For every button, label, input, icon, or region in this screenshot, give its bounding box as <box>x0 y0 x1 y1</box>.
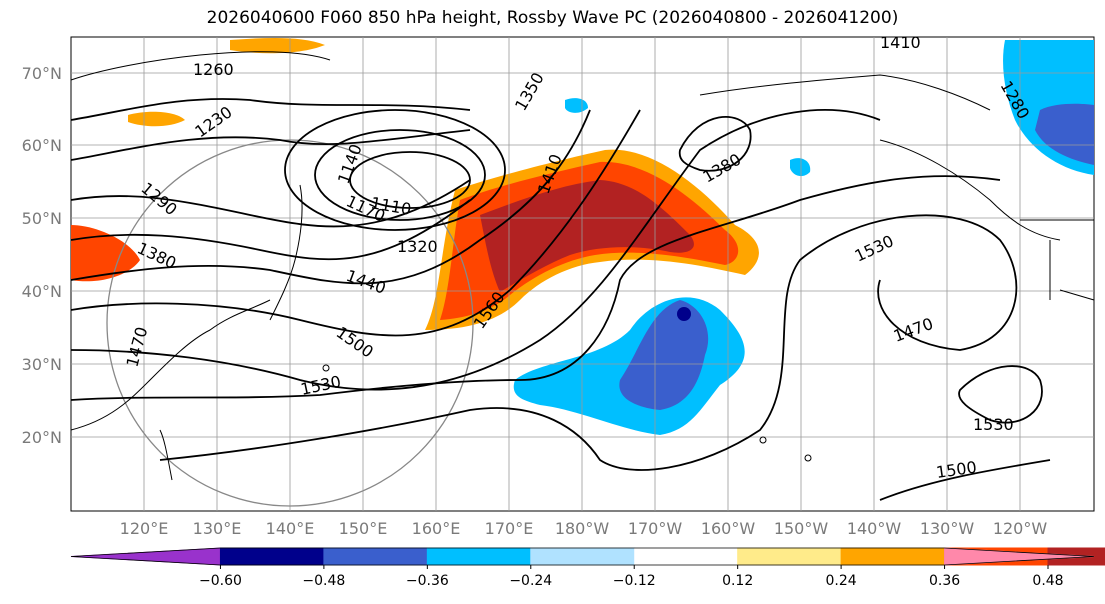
colorbar-segment <box>426 547 532 566</box>
positive-anomaly-region-small <box>128 111 185 127</box>
colorbar-tick-label: −0.48 <box>302 573 345 589</box>
lon-label: 180°W <box>555 519 610 538</box>
colorbar-segment <box>840 547 946 566</box>
contour-label: 1260 <box>193 60 234 79</box>
lon-label: 150°W <box>774 519 829 538</box>
negative-anomaly-core <box>677 307 691 321</box>
lon-label: 140°W <box>847 519 902 538</box>
colorbar-tick-label: −0.36 <box>406 573 449 589</box>
height-contours <box>70 98 1051 501</box>
map-title: 2026040600 F060 850 hPa height, Rossby W… <box>206 8 899 28</box>
lon-label: 140°E <box>266 519 315 538</box>
low-center-contour-3 <box>284 109 506 231</box>
lon-label: 160°W <box>701 519 756 538</box>
positive-anomaly-region-west <box>71 225 140 282</box>
colorbar-tick-label: 0.12 <box>722 573 753 589</box>
colorbar-segment <box>70 547 221 566</box>
lon-label: 170°E <box>485 519 534 538</box>
lat-label: 30°N <box>22 355 62 374</box>
negative-anomaly-region-mid <box>619 300 709 410</box>
coastlines <box>70 51 1095 481</box>
contour-label: 1410 <box>880 33 921 52</box>
lon-label: 130°W <box>920 519 975 538</box>
lat-label: 20°N <box>22 428 62 447</box>
low-center-contour-2 <box>314 129 486 221</box>
colorbar-tick-label: 0.24 <box>826 573 857 589</box>
contour-label: 1320 <box>397 237 438 256</box>
range-circle <box>106 139 474 507</box>
colorbar-tick-label: −0.24 <box>509 573 552 589</box>
lon-label: 120°W <box>993 519 1048 538</box>
colorbar-segment <box>737 547 843 566</box>
lat-label: 40°N <box>22 282 62 301</box>
colorbar: −0.60 −0.48 −0.36 −0.24 −0.12 0.12 0.24 0.36 0.4… <box>70 547 1105 589</box>
map-frame <box>70 36 1095 512</box>
latitude-labels: 70°N 60°N 50°N 40°N 30°N 20°N <box>22 64 62 447</box>
colorbar-tick-label: 0.48 <box>1032 573 1063 589</box>
positive-anomaly-region-north <box>230 37 325 54</box>
lat-label: 60°N <box>22 136 62 155</box>
colorbar-tick-label: −0.60 <box>199 573 242 589</box>
colorbar-segment <box>219 547 325 566</box>
lon-label: 120°E <box>120 519 169 538</box>
lat-label: 70°N <box>22 64 62 83</box>
contour-label: 1530 <box>973 415 1014 434</box>
negative-anomaly-small2 <box>790 158 811 177</box>
lon-label: 150°E <box>339 519 388 538</box>
lon-label: 160°E <box>412 519 461 538</box>
colorbar-segment <box>530 547 636 566</box>
colorbar-segment <box>323 547 429 566</box>
graticule <box>71 37 1094 511</box>
longitude-labels: 120°E 130°E 140°E 150°E 160°E 170°E 180°… <box>120 519 1048 538</box>
colorbar-tick-label: 0.36 <box>929 573 960 589</box>
colorbar-tick-label: −0.12 <box>613 573 656 589</box>
lon-label: 130°E <box>193 519 242 538</box>
lon-label: 170°W <box>628 519 683 538</box>
negative-anomaly-region-northeast-core <box>1035 103 1094 165</box>
colorbar-segment <box>634 548 739 565</box>
lat-label: 50°N <box>22 209 62 228</box>
